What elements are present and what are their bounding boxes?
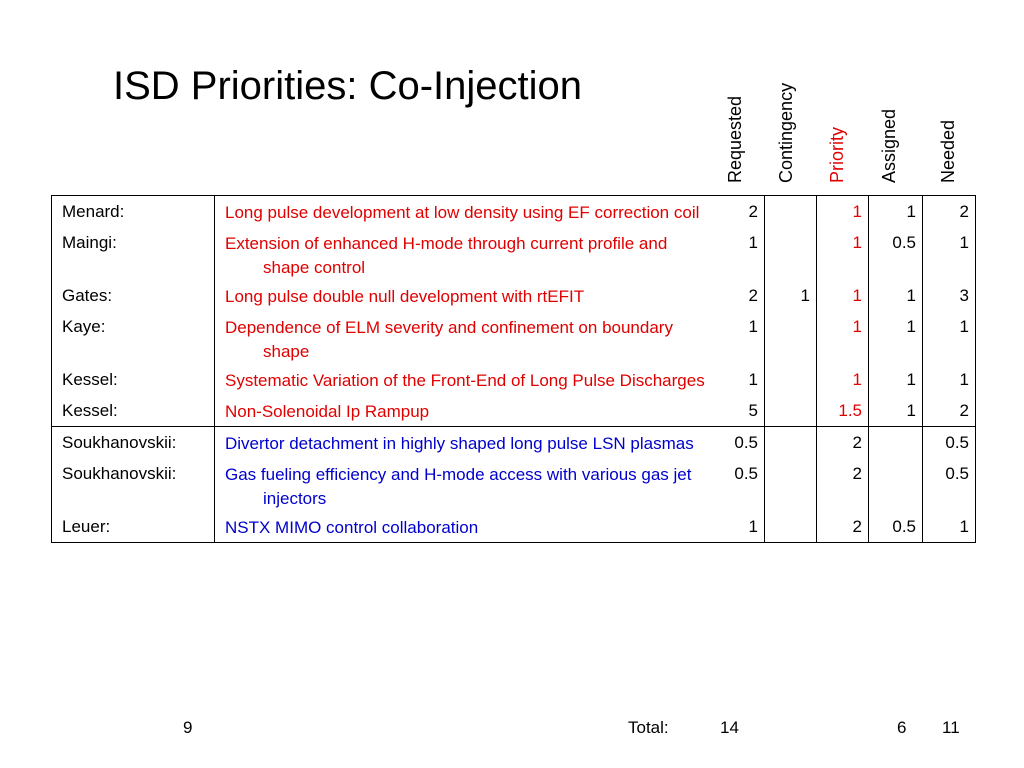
cell-contingency — [764, 458, 817, 511]
cell-priority: 1 — [816, 280, 869, 311]
presenter-name: Kaye: — [62, 317, 106, 336]
table-row: Soukhanovskii: Gas fueling efficiency and… — [51, 458, 976, 511]
table-row: Kessel: Systematic Variation of the Front… — [51, 364, 976, 395]
total-needed: 11 — [942, 718, 960, 737]
presenter-name: Leuer: — [62, 517, 111, 536]
presenter-name: Kessel: — [62, 401, 118, 420]
presenter-name: Soukhanovskii: — [62, 464, 177, 483]
cell-assigned: 1 — [868, 195, 923, 227]
table-group-primary: Menard: Long pulse development at low den… — [51, 195, 976, 427]
cell-priority: 1.5 — [816, 395, 869, 427]
total-count: 9 — [183, 718, 193, 737]
presenter-name: Kessel: — [62, 370, 118, 389]
cell-assigned: 0.5 — [868, 511, 923, 543]
cell-assigned: 1 — [868, 311, 923, 364]
experiment-description: Extension of enhanced H-mode through cur… — [225, 234, 668, 277]
cell-needed: 1 — [922, 511, 976, 543]
table-row: Menard: Long pulse development at low den… — [51, 195, 976, 227]
table-group-secondary: Soukhanovskii: Divertor detachment in hig… — [51, 426, 976, 543]
cell-requested: 0.5 — [715, 426, 765, 458]
column-header-needed: Needed — [938, 119, 958, 183]
table-row: Soukhanovskii: Divertor detachment in hig… — [51, 426, 976, 458]
cell-contingency — [764, 227, 817, 280]
table-row: Kaye: Dependence of ELM severity and conf… — [51, 311, 976, 364]
column-header-contingency: Contingency — [776, 82, 796, 183]
cell-priority: 1 — [816, 311, 869, 364]
cell-priority: 1 — [816, 364, 869, 395]
cell-needed: 0.5 — [922, 426, 976, 458]
cell-needed: 2 — [922, 395, 976, 427]
total-assigned: 6 — [897, 718, 907, 737]
cell-assigned: 1 — [868, 395, 923, 427]
cell-contingency — [764, 395, 817, 427]
cell-requested: 2 — [748, 202, 758, 221]
experiment-description: Long pulse double null development with … — [225, 287, 585, 306]
cell-contingency — [764, 511, 817, 543]
cell-contingency: 1 — [764, 280, 817, 311]
experiment-description: Long pulse development at low density us… — [225, 203, 700, 222]
presenter-name: Menard: — [62, 202, 125, 221]
experiment-description: Gas fueling efficiency and H-mode access… — [225, 465, 692, 508]
cell-needed: 3 — [922, 280, 976, 311]
experiment-description: NSTX MIMO control collaboration — [225, 518, 479, 537]
cell-assigned: 1 — [868, 280, 923, 311]
cell-priority: 1 — [816, 195, 869, 227]
cell-assigned: 0.5 — [868, 227, 923, 280]
presenter-name: Gates: — [62, 286, 113, 305]
cell-priority: 1 — [816, 227, 869, 280]
cell-requested: 5 — [748, 401, 758, 420]
cell-needed: 1 — [922, 227, 976, 280]
table-row: Gates: Long pulse double null development… — [51, 280, 976, 311]
column-header-assigned: Assigned — [879, 108, 899, 183]
table-row: Maingi: Extension of enhanced H-mode thro… — [51, 227, 976, 280]
table-row: Kessel: Non-Solenoidal Ip Rampup 5 1.5 1 2 — [51, 395, 976, 427]
cell-requested: 0.5 — [734, 464, 758, 483]
experiment-description: Dependence of ELM severity and confineme… — [225, 318, 673, 361]
cell-needed: 0.5 — [922, 458, 976, 511]
total-label: Total: — [628, 718, 669, 737]
table-row: Leuer: NSTX MIMO control collaboration 1 2 0… — [51, 511, 976, 543]
column-header-requested: Requested — [725, 95, 745, 183]
presenter-name: Maingi: — [62, 233, 117, 252]
cell-assigned — [868, 426, 923, 458]
cell-requested: 2 — [748, 286, 758, 305]
cell-priority: 2 — [816, 426, 869, 458]
cell-needed: 1 — [922, 311, 976, 364]
cell-contingency — [764, 426, 817, 458]
priorities-table: Menard: Long pulse development at low den… — [51, 195, 976, 543]
cell-assigned: 1 — [868, 364, 923, 395]
slide-title: ISD Priorities: Co-Injection — [113, 64, 583, 108]
cell-needed: 1 — [922, 364, 976, 395]
cell-priority: 2 — [816, 458, 869, 511]
experiment-description: Non-Solenoidal Ip Rampup — [225, 402, 430, 421]
cell-requested: 1 — [748, 233, 758, 252]
presenter-name: Soukhanovskii: — [62, 433, 177, 452]
cell-requested: 1 — [748, 317, 758, 336]
cell-contingency — [764, 311, 817, 364]
cell-priority: 2 — [816, 511, 869, 543]
column-header-priority: Priority — [827, 126, 847, 183]
cell-needed: 2 — [922, 195, 976, 227]
cell-requested: 1 — [748, 517, 758, 536]
cell-assigned — [868, 458, 923, 511]
experiment-description: Systematic Variation of the Front-End of… — [225, 371, 705, 390]
cell-requested: 1 — [748, 370, 758, 389]
experiment-description: Divertor detachment in highly shaped lon… — [225, 434, 694, 453]
total-requested: 14 — [720, 718, 739, 737]
cell-contingency — [764, 195, 817, 227]
cell-contingency — [764, 364, 817, 395]
